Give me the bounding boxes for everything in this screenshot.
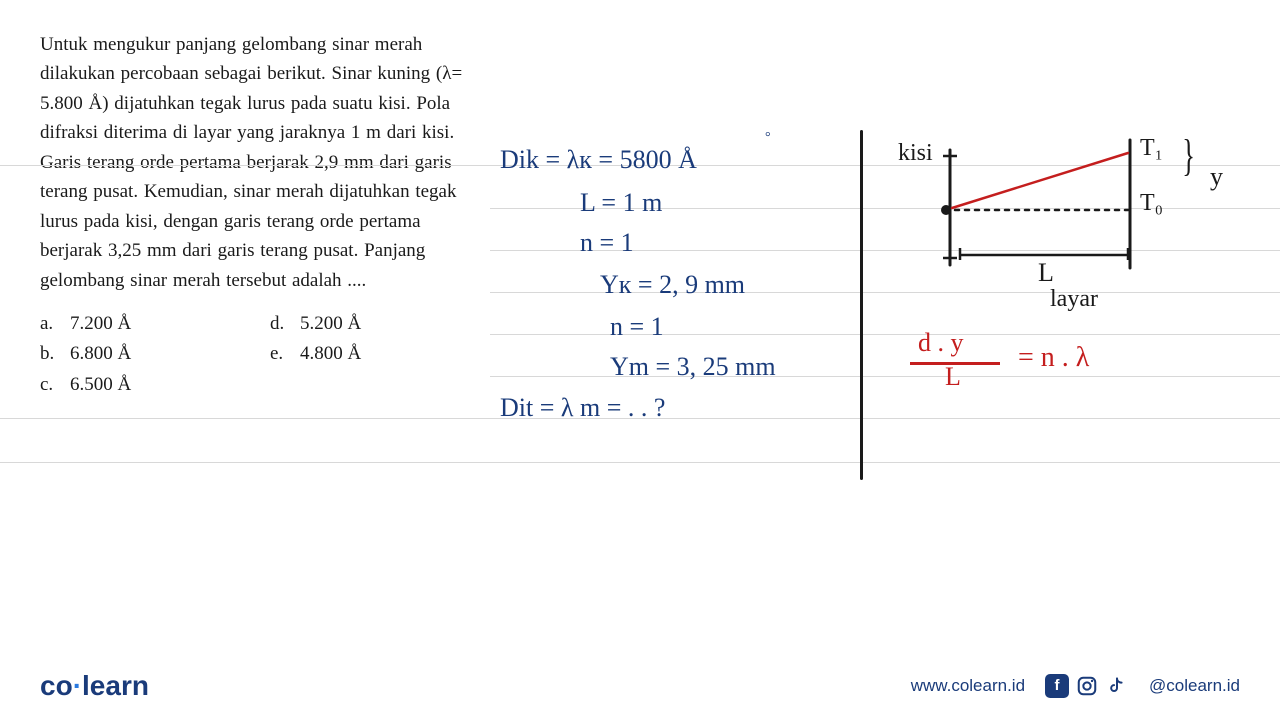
footer-url: www.colearn.id xyxy=(911,676,1025,696)
tiktok-icon xyxy=(1105,674,1129,698)
option-d: d.5.200 Å xyxy=(270,309,470,339)
footer-right: www.colearn.id f @colearn.id xyxy=(911,674,1240,698)
formula-denominator: L xyxy=(945,362,961,392)
label-t1: T₁ xyxy=(1140,135,1163,162)
social-icons: f xyxy=(1045,674,1129,698)
vertical-divider xyxy=(860,130,863,480)
work-panel: Dik = λк = 5800 Å ° L = 1 m n = 1 Yк = 2… xyxy=(490,0,1280,640)
instagram-icon xyxy=(1075,674,1099,698)
angstrom-ring: ° xyxy=(765,130,771,146)
label-t0: T₀ xyxy=(1140,190,1163,217)
notebook-lines xyxy=(490,0,1280,640)
option-b: b.6.800 Å xyxy=(40,339,270,369)
dik-lambda-k: Dik = λк = 5800 Å xyxy=(500,145,697,175)
n2-value: n = 1 xyxy=(610,312,664,342)
option-c: c.6.500 Å xyxy=(40,370,270,400)
l-value: L = 1 m xyxy=(580,188,662,218)
options-list: a.7.200 Å d.5.200 Å b.6.800 Å e.4.800 Å … xyxy=(40,309,470,400)
footer: co·learn www.colearn.id f @colearn.id xyxy=(0,650,1280,720)
formula-numerator: d . y xyxy=(918,328,964,358)
label-y: y xyxy=(1210,162,1223,192)
question-text: Untuk mengukur panjang gelombang sinar m… xyxy=(40,30,470,295)
option-e: e.4.800 Å xyxy=(270,339,470,369)
yk-value: Yк = 2, 9 mm xyxy=(600,270,745,300)
option-a: a.7.200 Å xyxy=(40,309,270,339)
dit-line: Dit = λ m = . . ? xyxy=(500,393,665,423)
formula-rhs: = n . λ xyxy=(1018,342,1089,374)
label-kisi: kisi xyxy=(898,140,933,167)
label-l: L xyxy=(1038,258,1054,288)
question-panel: Untuk mengukur panjang gelombang sinar m… xyxy=(0,0,490,640)
main-container: Untuk mengukur panjang gelombang sinar m… xyxy=(0,0,1280,640)
facebook-icon: f xyxy=(1045,674,1069,698)
curly-brace: } xyxy=(1182,130,1195,181)
ym-value: Ym = 3, 25 mm xyxy=(610,352,776,382)
label-layar: layar xyxy=(1050,286,1098,313)
footer-handle: @colearn.id xyxy=(1149,676,1240,696)
logo: co·learn xyxy=(40,670,149,702)
n1-value: n = 1 xyxy=(580,228,634,258)
